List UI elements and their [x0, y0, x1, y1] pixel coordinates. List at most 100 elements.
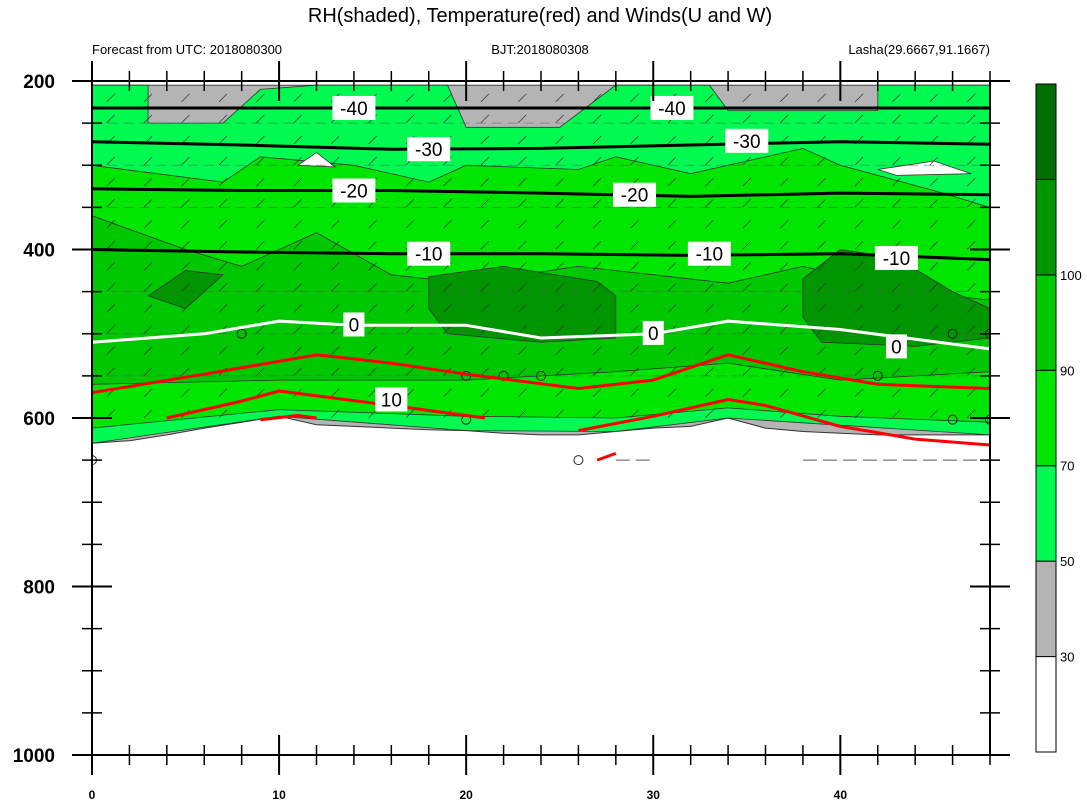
- wind-barb: [705, 346, 714, 355]
- wind-barb: [742, 346, 752, 355]
- wind-barb: [443, 346, 452, 355]
- wind-barb: [592, 262, 602, 271]
- wind-circle-7: [872, 370, 883, 381]
- wind-barb: [368, 283, 377, 292]
- wind-barb: [929, 409, 939, 419]
- wind-barb: [630, 409, 639, 419]
- wind-barb: [854, 304, 864, 313]
- wind-barb: [405, 219, 415, 229]
- wind-barb: [405, 325, 415, 334]
- wind-barb: [143, 325, 153, 334]
- wind-barb: [330, 241, 340, 250]
- wind-barb: [368, 346, 377, 355]
- wind-barb: [256, 219, 265, 229]
- wind-barb: [480, 114, 490, 124]
- wind-barb: [592, 304, 602, 313]
- wind-barb: [742, 262, 752, 271]
- wind-barb: [630, 325, 639, 334]
- wind-barb: [293, 241, 303, 250]
- wind-barb: [181, 346, 190, 355]
- wind-barb: [518, 241, 527, 250]
- wind-barb: [817, 241, 826, 250]
- wind-barb: [892, 93, 901, 103]
- wind-barb: [592, 367, 602, 376]
- wind-barb: [443, 114, 452, 124]
- contour-label: -20: [332, 178, 376, 203]
- wind-barb: [817, 304, 826, 313]
- contour-label-text: 0: [648, 324, 659, 345]
- wind-barb: [592, 388, 602, 397]
- temperature-contour--10: [92, 248, 990, 262]
- colorbar-label: 50: [1060, 554, 1074, 569]
- wind-barb: [218, 241, 228, 250]
- wind-barb: [443, 177, 452, 187]
- wind-barb: [854, 409, 864, 419]
- wind-barb: [967, 304, 976, 313]
- wind-barb: [854, 93, 864, 103]
- wind-barb: [892, 304, 901, 313]
- wind-barb: [218, 219, 228, 229]
- wind-barb: [143, 388, 153, 397]
- wind-barb: [892, 283, 901, 292]
- contour-label-text: 0: [891, 337, 902, 358]
- plot-area: -40 -40 -30 -30 -20 -20 -10 -10 -10 0 0 0 10: [92, 84, 990, 755]
- wind-barb: [967, 114, 976, 124]
- wind-barb: [518, 388, 527, 397]
- wind-circle-8: [947, 328, 958, 339]
- wind-barb: [518, 367, 527, 376]
- colorbar-segment-0: [1035, 656, 1057, 753]
- wind-barb: [143, 304, 153, 313]
- wind-barb: [218, 283, 228, 292]
- wind-barb: [405, 93, 415, 103]
- wind-barb: [555, 156, 564, 166]
- wind-barb: [630, 156, 639, 166]
- wind-barb: [630, 262, 639, 271]
- colorbar-label: 90: [1060, 363, 1074, 378]
- wind-barb: [742, 177, 752, 187]
- wind-barb: [892, 177, 901, 187]
- chart-title: RH(shaded), Temperature(red) and Winds(U…: [308, 5, 772, 27]
- wind-barb: [330, 409, 340, 419]
- wind-barb: [929, 93, 939, 103]
- wind-barb: [592, 198, 602, 208]
- wind-barb: [405, 346, 415, 355]
- wind-barb: [218, 304, 228, 313]
- wind-barb: [480, 93, 490, 103]
- colorbar-segment-5: [1035, 178, 1057, 276]
- wind-barb: [143, 346, 153, 355]
- wind-barb: [630, 304, 639, 313]
- temperature-contour-seg7: [260, 414, 317, 422]
- colorbar: 30 50 70 90 100: [1035, 83, 1082, 753]
- wind-barb: [967, 241, 976, 250]
- wind-barb: [555, 135, 564, 145]
- contour-label-text: -40: [340, 99, 367, 120]
- wind-barb: [929, 388, 939, 397]
- wind-barb: [742, 241, 752, 250]
- wind-barb: [742, 367, 752, 376]
- wind-barb: [143, 114, 153, 124]
- wind-barb: [779, 177, 789, 187]
- wind-barb: [592, 135, 602, 145]
- wind-barb: [480, 156, 490, 166]
- wind-barb: [368, 156, 377, 166]
- wind-barb: [368, 388, 377, 397]
- wind-barb: [630, 346, 639, 355]
- wind-barb: [555, 114, 564, 124]
- wind-barb: [555, 325, 564, 334]
- wind-barb: [967, 325, 976, 334]
- wind-barb: [779, 388, 789, 397]
- wind-barb: [929, 304, 939, 313]
- wind-barb: [218, 198, 228, 208]
- wind-barb: [667, 262, 677, 271]
- wind-barb: [480, 283, 490, 292]
- wind-barb: [293, 93, 303, 103]
- wind-barb: [592, 114, 602, 124]
- wind-barb: [854, 346, 864, 355]
- wind-barb: [555, 241, 564, 250]
- wind-barb: [518, 304, 527, 313]
- contour-label: -10: [874, 245, 918, 270]
- wind-barb: [218, 114, 228, 124]
- wind-barb: [106, 114, 115, 124]
- wind-barb: [742, 219, 752, 229]
- wind-barb: [443, 304, 452, 313]
